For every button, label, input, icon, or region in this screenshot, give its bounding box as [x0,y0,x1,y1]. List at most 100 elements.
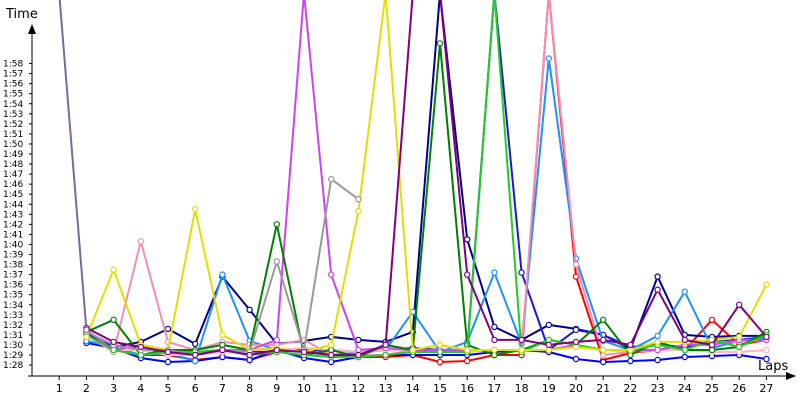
data-point [763,346,770,354]
series-line [85,0,768,353]
data-point [110,338,117,346]
data-point [708,341,716,349]
data-point [572,273,580,280]
x-tick-label: 27 [759,382,773,395]
series-13 [83,0,770,359]
y-tick-label: 1:38 [3,261,23,271]
data-point [572,326,580,334]
data-point [382,341,389,349]
data-point [246,306,253,313]
data-point [436,40,444,47]
y-tick-label: 1:31 [3,331,23,341]
data-point [464,236,471,243]
x-tick-label: 19 [542,382,556,395]
y-tick-label: 1:44 [3,200,23,210]
data-point [137,238,144,245]
data-point [518,269,525,276]
x-tick-label: 6 [192,382,199,395]
data-point [491,346,498,354]
data-point [763,333,770,341]
data-point [654,332,661,340]
series-line [85,42,767,358]
data-point [273,346,280,354]
x-ticks: 1 2 3 4 5 6 7 8 9 10 11 12 13 14 15 16 17 18 19 20 21 22 23 24 2… [56,376,773,395]
y-tick-label: 1:41 [3,230,23,240]
data-point [219,341,226,349]
data-point [545,341,553,349]
data-point [164,325,172,333]
y-tick-label: 1:52 [3,120,23,130]
data-point [708,346,716,354]
data-point [654,273,661,280]
y-tick-label: 1:53 [3,110,23,120]
series-3 [83,0,770,353]
data-point [545,346,553,354]
series-line [85,0,768,356]
data-point [545,55,553,62]
x-tick-label: 5 [165,382,172,395]
x-tick-label: 11 [324,382,338,395]
data-point [355,351,362,359]
y-tick-label: 1:30 [3,341,23,351]
y-tick-label: 1:29 [3,351,23,361]
data-point [736,333,743,341]
data-point [355,336,362,344]
series-line [85,0,767,358]
data-point [191,206,199,213]
data-point [491,336,498,344]
y-axis-arrow [28,24,36,34]
series-line [85,0,767,350]
data-point [654,286,661,293]
data-point [110,266,117,273]
data-point [545,321,553,329]
data-point [600,336,607,344]
series-14 [58,0,90,334]
y-tick-label: 1:56 [3,80,23,90]
y-tick-label: 1:32 [3,321,23,331]
data-point [436,358,444,366]
x-tick-label: 1 [56,382,63,395]
series-line [58,0,88,330]
x-tick-label: 12 [351,382,365,395]
y-tick-label: 1:57 [3,70,23,80]
data-point [572,338,580,346]
data-point [572,355,580,363]
axes: Time Laps [5,7,796,380]
y-tick-label: 1:36 [3,281,23,291]
data-point [491,323,498,331]
data-point [518,346,525,354]
data-point [328,271,335,278]
data-point [763,355,770,363]
x-tick-label: 25 [705,382,719,395]
series-9 [83,40,770,361]
y-tick-label: 1:54 [3,100,23,110]
y-tick-label: 1:47 [3,170,23,180]
series-11 [83,0,770,356]
data-point [436,341,444,349]
data-point [491,269,498,276]
x-tick-label: 22 [623,382,637,395]
data-point [681,346,689,354]
x-tick-label: 10 [297,382,311,395]
x-axis-title: Laps [758,359,788,374]
series-line [85,178,359,356]
y-tick-label: 1:48 [3,160,23,170]
data-point [191,351,199,359]
data-point [328,341,335,349]
data-point [627,357,634,365]
data-point [137,343,144,351]
data-point [600,358,607,366]
series-layer [58,0,770,366]
data-point [110,346,117,354]
y-tick-label: 1:35 [3,291,23,301]
y-tick-label: 1:49 [3,150,23,160]
series-line [85,0,767,363]
y-tick-label: 1:28 [3,361,23,371]
data-point [763,281,770,288]
data-point [681,288,689,295]
data-point [518,336,525,344]
series-line [86,341,767,363]
x-tick-label: 15 [433,382,447,395]
data-point [681,353,689,361]
